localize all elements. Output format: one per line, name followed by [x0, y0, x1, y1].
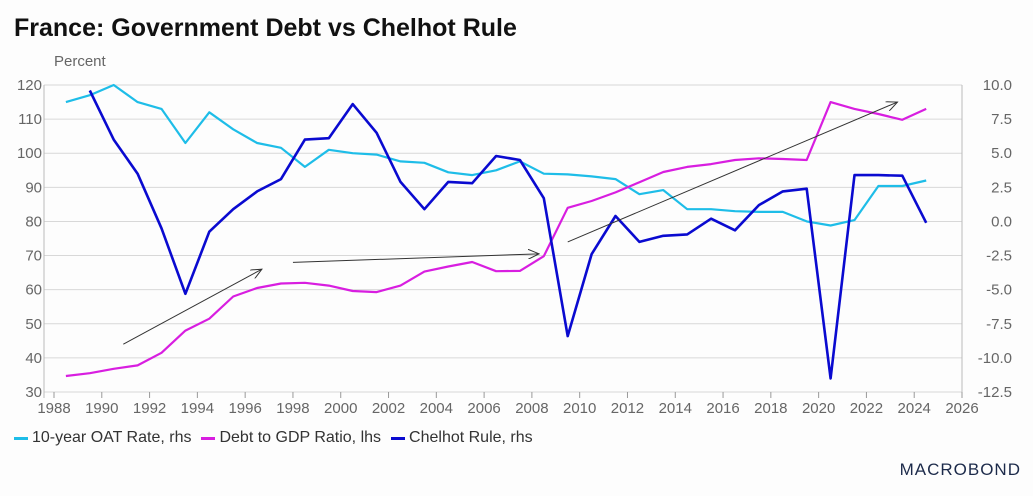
x-tick-label: 1996 — [228, 400, 261, 417]
trend-arrow — [123, 269, 262, 345]
series-line-0 — [65, 83, 927, 227]
x-tick-label: 2002 — [372, 400, 405, 417]
x-tick-label: 1990 — [85, 400, 118, 417]
right-tick-label: -2.5 — [986, 248, 1012, 265]
x-tick-label: 2014 — [659, 400, 692, 417]
left-tick-label: 70 — [25, 248, 42, 265]
left-axis-label: Percent — [54, 53, 106, 70]
x-tick-label: 2020 — [802, 400, 835, 417]
right-tick-label: 5.0 — [991, 145, 1012, 162]
legend-label: Chelhot Rule, rhs — [409, 429, 533, 446]
right-tick-label: 2.5 — [991, 179, 1012, 196]
x-tick-label: 1988 — [37, 400, 70, 417]
right-tick-label: -7.5 — [986, 316, 1012, 333]
chart-title: France: Government Debt vs Chelhot Rule — [14, 14, 517, 42]
series-line-2 — [88, 89, 928, 380]
x-tick-label: 2018 — [754, 400, 787, 417]
right-tick-label: 7.5 — [991, 111, 1012, 128]
legend-swatch — [14, 436, 28, 440]
legend-item-chelhot: Chelhot Rule, rhs — [391, 429, 533, 447]
macrobond-logo: MACROBOND — [899, 460, 1021, 479]
left-tick-label: 30 — [25, 384, 42, 401]
x-tick-label: 1992 — [133, 400, 166, 417]
left-tick-label: 50 — [25, 316, 42, 333]
legend-item-oat: 10-year OAT Rate, rhs — [14, 429, 191, 447]
x-tick-label: 2022 — [850, 400, 883, 417]
x-tick-label: 2016 — [706, 400, 739, 417]
left-tick-label: 80 — [25, 213, 42, 230]
x-tick-label: 2026 — [945, 400, 978, 417]
legend-label: Debt to GDP Ratio, lhs — [219, 429, 382, 446]
left-tick-label: 40 — [25, 350, 42, 367]
x-tick-label: 2008 — [515, 400, 548, 417]
left-tick-label: 110 — [18, 111, 42, 128]
legend-swatch — [391, 436, 406, 440]
series-line-1 — [65, 101, 927, 378]
legend-swatch — [201, 436, 216, 440]
x-tick-label: 2006 — [467, 400, 500, 417]
legend: 10-year OAT Rate, rhs Debt to GDP Ratio,… — [14, 429, 533, 447]
legend-item-debt: Debt to GDP Ratio, lhs — [201, 429, 381, 447]
trend-arrow — [567, 102, 898, 243]
left-tick-label: 90 — [25, 179, 42, 196]
right-tick-label: -10.0 — [978, 350, 1012, 367]
left-tick-label: 120 — [17, 77, 42, 94]
legend-label: 10-year OAT Rate, rhs — [32, 429, 192, 446]
right-tick-label: -5.0 — [986, 282, 1012, 299]
trend-arrow — [292, 254, 539, 263]
x-tick-label: 1998 — [276, 400, 309, 417]
left-tick-label: 100 — [17, 145, 42, 162]
x-tick-label: 2000 — [324, 400, 357, 417]
left-tick-label: 60 — [25, 282, 42, 299]
x-tick-label: 2004 — [420, 400, 453, 417]
x-tick-label: 1994 — [181, 400, 214, 417]
x-tick-label: 2012 — [611, 400, 644, 417]
right-tick-label: 10.0 — [983, 77, 1012, 94]
x-tick-label: 2024 — [898, 400, 931, 417]
right-tick-label: -12.5 — [978, 384, 1012, 401]
x-tick-label: 2010 — [563, 400, 596, 417]
right-tick-label: 0.0 — [991, 213, 1012, 230]
